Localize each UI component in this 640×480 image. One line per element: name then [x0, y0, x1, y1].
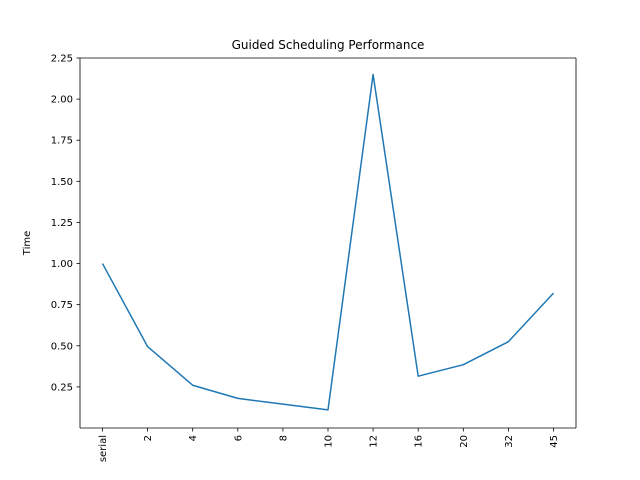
y-tick-label: 2.25 — [51, 54, 73, 65]
x-tick-label: 6 — [233, 435, 244, 441]
plot-area: 0.25 0.50 0.75 1.00 1.25 1.50 1.75 2.00 2.25 seri… — [51, 54, 577, 462]
x-tick-label: 12 — [369, 435, 380, 448]
y-tick-label: 0.75 — [51, 300, 73, 311]
y-tick-label: 1.00 — [51, 259, 73, 270]
x-tick-label: 8 — [278, 435, 289, 441]
x-tick-label: 45 — [549, 435, 560, 448]
y-tick-label: 0.50 — [51, 341, 73, 352]
x-tick-label: 4 — [188, 435, 199, 441]
y-tick-label: 0.25 — [51, 382, 73, 393]
y-tick-label: 1.25 — [51, 218, 73, 229]
x-tick-label: 2 — [143, 435, 154, 441]
y-tick-label: 2.00 — [51, 95, 73, 106]
x-tick-label: 16 — [414, 435, 425, 448]
y-tick-label: 1.75 — [51, 136, 73, 147]
x-tick-label: 20 — [459, 435, 470, 448]
chart-title: Guided Scheduling Performance — [232, 38, 425, 52]
y-axis-label: Time — [22, 231, 33, 256]
x-tick-label: 32 — [504, 435, 515, 448]
series-line-0 — [101, 73, 555, 411]
x-tick-label: 10 — [324, 435, 335, 448]
x-tick-label: serial — [98, 435, 109, 462]
y-tick-label: 1.50 — [51, 177, 73, 188]
